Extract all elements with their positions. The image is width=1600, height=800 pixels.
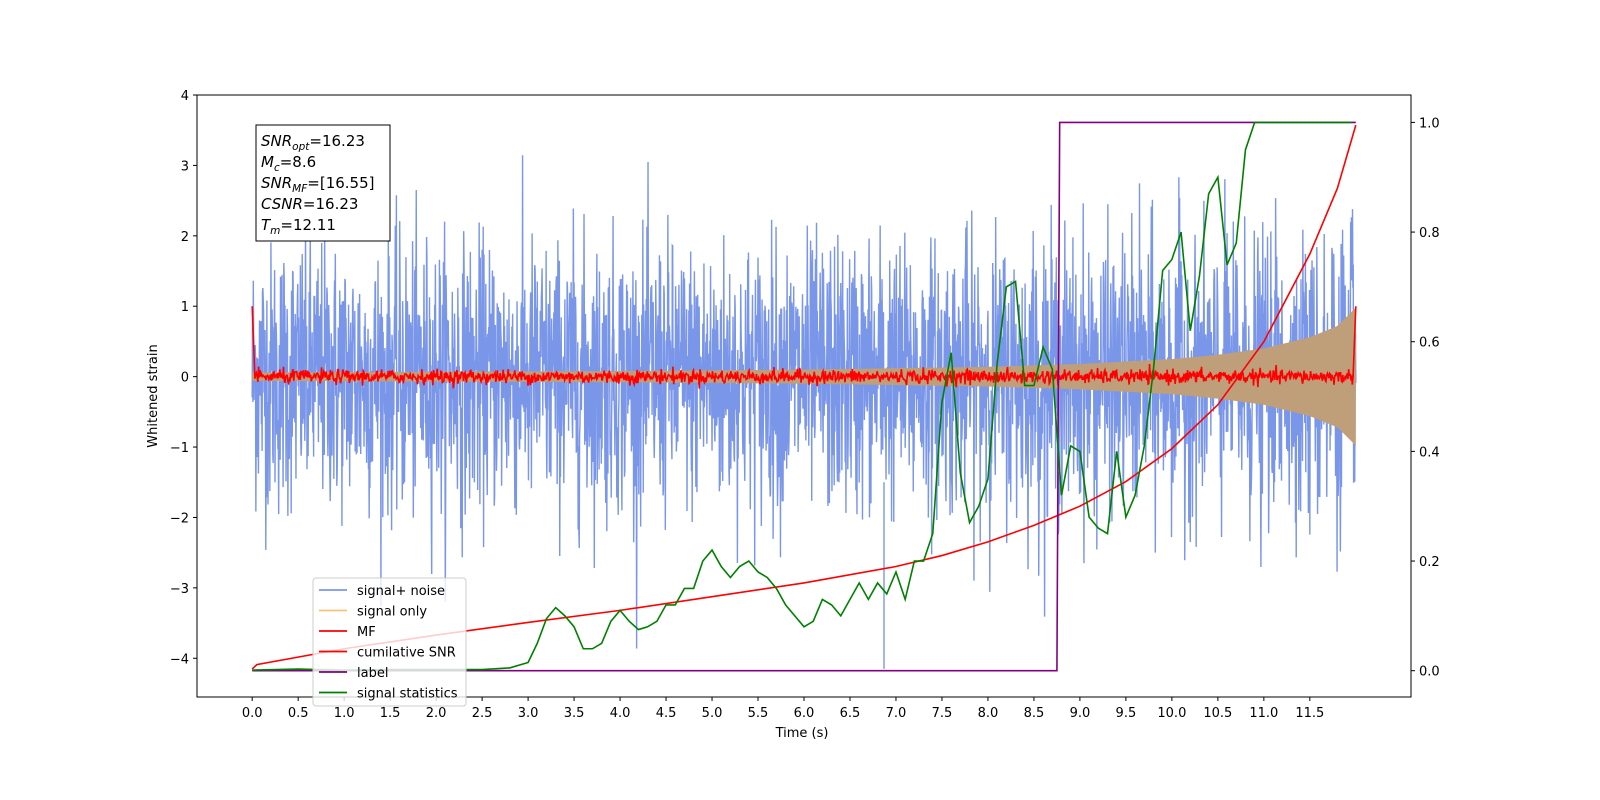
x-axis-label: Time (s)	[775, 726, 829, 741]
y2-tick-label: 0.6	[1419, 336, 1440, 351]
x-tick-label: 11.5	[1295, 706, 1324, 721]
legend-label: MF	[357, 625, 376, 640]
x-tick-label: 0.0	[242, 706, 263, 721]
x-tick-label: 6.0	[794, 706, 815, 721]
y-tick-label: −1	[170, 441, 189, 456]
x-tick-label: 4.0	[610, 706, 631, 721]
y-tick-label: 1	[181, 300, 189, 315]
x-tick-label: 3.0	[518, 706, 539, 721]
legend-label: signal only	[357, 605, 427, 620]
x-tick-label: 8.5	[1024, 706, 1045, 721]
x-tick-label: 2.0	[426, 706, 447, 721]
axes: 0.0 0.5 1.0 1.5 2.0 2.5 3.0 3.5 4.0 4.5 5.0 5.5 6.0 6…	[170, 89, 1440, 721]
x-tick-label: 8.0	[978, 706, 999, 721]
legend: signal+ noise signal only MF cumilative SNR…	[312, 577, 467, 707]
x-tick-label: 2.5	[472, 706, 493, 721]
y-tick-label: 0	[181, 371, 189, 386]
x-tick-label: 7.0	[886, 706, 907, 721]
legend-label: cumilative SNR	[357, 646, 456, 661]
y2-tick-label: 0.8	[1419, 226, 1440, 241]
y2-tick-label: 0.4	[1419, 445, 1440, 460]
y-axis-label: Whitened strain	[146, 344, 161, 447]
x-tick-label: 5.0	[702, 706, 723, 721]
series-signal-statistics	[252, 121, 1352, 671]
legend-label: label	[357, 666, 388, 681]
annotation-line: Mc=8.6	[261, 153, 316, 174]
y-tick-label: −2	[170, 511, 189, 526]
x-tick-label: 9.5	[1116, 706, 1137, 721]
series-label	[252, 121, 1356, 672]
x-tick-label: 1.0	[334, 706, 355, 721]
annotation-frame	[255, 124, 391, 242]
y2-tick-label: 0.2	[1419, 555, 1440, 570]
annotation-line: SNRMF=[16.55]	[261, 174, 375, 195]
x-tick-label: 10.5	[1203, 706, 1232, 721]
x-tick-label: 11.0	[1249, 706, 1278, 721]
annotation-line: CSNR=16.23	[261, 195, 358, 213]
y2-tick-label: 1.0	[1419, 116, 1440, 131]
legend-label: signal+ noise	[357, 584, 445, 599]
x-tick-label: 4.5	[656, 706, 677, 721]
annotation-line: SNRopt=16.23	[261, 132, 365, 153]
legend-frame	[312, 577, 467, 707]
annotation-box: SNRopt=16.23Mc=8.6SNRMF=[16.55]CSNR=16.2…	[255, 124, 391, 242]
y-tick-label: 4	[181, 89, 189, 104]
x-tick-label: 1.5	[380, 706, 401, 721]
x-tick-label: 5.5	[748, 706, 769, 721]
y-tick-label: 2	[181, 230, 189, 245]
y-tick-label: 3	[181, 159, 189, 174]
legend-label: signal statistics	[357, 687, 458, 702]
y2-tick-label: 0.0	[1419, 665, 1440, 680]
x-tick-label: 6.5	[840, 706, 861, 721]
annotation-line: Tm=12.11	[261, 216, 336, 237]
x-tick-label: 3.5	[564, 706, 585, 721]
x-tick-label: 9.0	[1070, 706, 1091, 721]
series-mf	[251, 306, 1357, 389]
x-tick-label: 0.5	[288, 706, 309, 721]
y-tick-label: −4	[170, 652, 189, 667]
y-tick-label: −3	[170, 582, 189, 597]
x-tick-label: 7.5	[932, 706, 953, 721]
x-tick-label: 10.0	[1157, 706, 1186, 721]
